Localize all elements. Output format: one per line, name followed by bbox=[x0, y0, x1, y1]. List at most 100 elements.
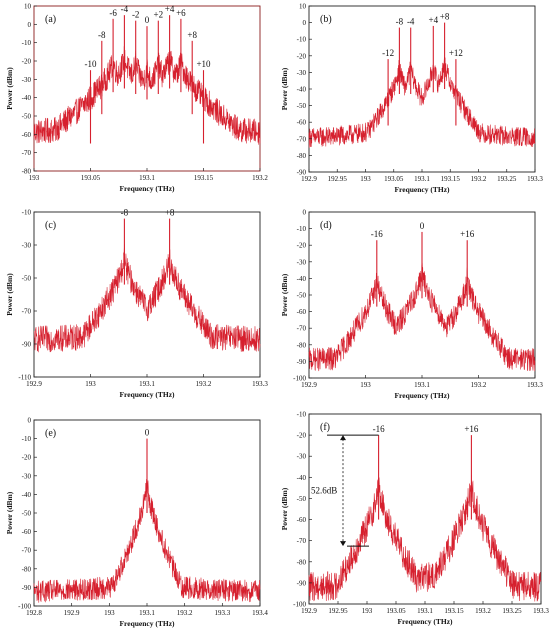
y-tick-label: -20 bbox=[297, 242, 307, 250]
panel-label: (f) bbox=[320, 422, 330, 433]
peak-label: 0 bbox=[145, 15, 150, 25]
peak-label: -4 bbox=[121, 4, 129, 14]
y-tick-label: -90 bbox=[22, 584, 32, 592]
peak-label: +10 bbox=[196, 59, 211, 69]
x-tick-label: 192.9 bbox=[301, 381, 317, 389]
y-tick-label: -90 bbox=[297, 169, 307, 177]
spectrum-trace bbox=[308, 56, 536, 148]
x-tick-label: 193.1 bbox=[414, 381, 430, 389]
y-tick-label: -50 bbox=[22, 275, 32, 283]
x-tick-label: 193.15 bbox=[441, 175, 461, 183]
y-tick-label: -40 bbox=[22, 94, 32, 102]
x-tick-label: 193.3 bbox=[533, 607, 549, 615]
ratio-label: 52.6dB bbox=[311, 486, 337, 496]
y-tick-label: -110 bbox=[18, 374, 31, 382]
peak-label: -8 bbox=[98, 30, 106, 40]
plot-frame bbox=[33, 211, 261, 378]
x-tick-label: 192.9 bbox=[26, 380, 42, 388]
y-tick-label: -10 bbox=[297, 36, 307, 44]
x-tick-label: 193.3 bbox=[252, 380, 268, 388]
x-tick-label: 193 bbox=[360, 175, 371, 183]
y-tick-label: -10 bbox=[297, 225, 307, 233]
y-tick-label: -30 bbox=[297, 453, 307, 461]
x-tick-label: 193.3 bbox=[214, 609, 230, 617]
y-tick-label: -80 bbox=[22, 168, 32, 176]
y-tick-label: -10 bbox=[22, 209, 32, 217]
x-tick-label: 193.05 bbox=[386, 607, 406, 615]
panel-label: (a) bbox=[45, 14, 56, 25]
x-tick-label: 193.3 bbox=[527, 175, 543, 183]
peak-label: -10 bbox=[85, 59, 97, 69]
x-axis-title: Frequency (THz) bbox=[119, 619, 175, 628]
y-tick-label: 0 bbox=[28, 417, 32, 425]
panel-label: (d) bbox=[320, 220, 332, 231]
ratio-annotation: 52.6dB bbox=[311, 434, 379, 547]
peak-label: -6 bbox=[109, 8, 117, 18]
x-axis-title: Frequency (THz) bbox=[394, 185, 450, 194]
x-tick-label: 193.05 bbox=[81, 174, 101, 182]
y-tick-label: -100 bbox=[18, 603, 31, 611]
x-tick-label: 192.9 bbox=[301, 175, 317, 183]
y-tick-label: -20 bbox=[22, 58, 32, 66]
y-tick-label: -70 bbox=[22, 547, 32, 555]
peak-label: +16 bbox=[464, 424, 479, 434]
x-tick-label: 193.2 bbox=[177, 609, 193, 617]
panel-label: (b) bbox=[320, 14, 332, 25]
y-tick-label: -50 bbox=[22, 510, 32, 518]
peak-label: 0 bbox=[420, 221, 425, 231]
x-tick-label: 193.2 bbox=[471, 175, 487, 183]
chart-e: 0 192.8 192.9 193 193.1 193.2 193.3 193.4 0 -10 -2… bbox=[5, 417, 268, 629]
chart-d: -16 0 +16 192.9 193 193.1 193.2 193.3 0 -10 -20 -30… bbox=[280, 209, 543, 401]
x-tick-label: 192.95 bbox=[328, 175, 348, 183]
y-tick-label: -80 bbox=[22, 565, 32, 573]
y-tick-label: -60 bbox=[297, 516, 307, 524]
x-tick-label: 193.1 bbox=[414, 175, 430, 183]
peak-label: +12 bbox=[449, 48, 463, 58]
y-tick-label: -70 bbox=[297, 325, 307, 333]
x-tick-label: 193.1 bbox=[139, 174, 155, 182]
y-tick-label: -100 bbox=[293, 375, 306, 383]
plot-frame bbox=[308, 5, 536, 173]
x-tick-label: 193 bbox=[360, 381, 371, 389]
peak-label: +4 bbox=[429, 15, 439, 25]
y-tick-label: -10 bbox=[22, 39, 32, 47]
y-tick-label: -70 bbox=[22, 149, 32, 157]
arrow-down-icon bbox=[340, 541, 346, 547]
y-tick-label: 10 bbox=[24, 3, 32, 11]
y-tick-label: -70 bbox=[297, 135, 307, 143]
x-tick-label: 193.25 bbox=[502, 607, 522, 615]
x-axis-title: Frequency (THz) bbox=[119, 390, 175, 399]
peak-label: -4 bbox=[407, 17, 415, 27]
y-axis-title: Power (dBm) bbox=[280, 67, 289, 110]
y-tick-label: -60 bbox=[22, 131, 32, 139]
peak-label: -8 bbox=[396, 17, 404, 27]
y-axis-title: Power (dBm) bbox=[280, 487, 289, 530]
y-tick-label: -10 bbox=[297, 411, 307, 419]
x-tick-label: 193.2 bbox=[196, 380, 212, 388]
peak-label: -8 bbox=[121, 208, 129, 218]
x-tick-label: 193.25 bbox=[497, 175, 517, 183]
x-tick-label: 193.2 bbox=[471, 381, 487, 389]
x-axis-title: Frequency (THz) bbox=[397, 617, 453, 626]
y-tick-label: -60 bbox=[22, 528, 32, 536]
y-tick-label: -60 bbox=[297, 119, 307, 127]
peak-label: +8 bbox=[440, 12, 450, 22]
panel-label: (e) bbox=[45, 428, 56, 439]
y-tick-label: -40 bbox=[22, 491, 32, 499]
y-tick-label: -30 bbox=[22, 242, 32, 250]
x-tick-label: 193 bbox=[85, 380, 96, 388]
panel-label: (c) bbox=[45, 220, 56, 231]
peak-label: -2 bbox=[132, 10, 140, 20]
peak-label: +2 bbox=[154, 10, 164, 20]
y-axis-title: Power (dBm) bbox=[5, 273, 14, 316]
y-tick-label: -30 bbox=[297, 69, 307, 77]
peak-label: +6 bbox=[176, 8, 186, 18]
x-tick-label: 193.2 bbox=[475, 607, 491, 615]
x-tick-label: 193.15 bbox=[444, 607, 464, 615]
y-axis-title: Power (dBm) bbox=[5, 67, 14, 110]
peak-label: +8 bbox=[187, 30, 197, 40]
x-tick-label: 192.9 bbox=[301, 607, 317, 615]
peak-label: +4 bbox=[165, 4, 175, 14]
x-tick-label: 193 bbox=[362, 607, 373, 615]
